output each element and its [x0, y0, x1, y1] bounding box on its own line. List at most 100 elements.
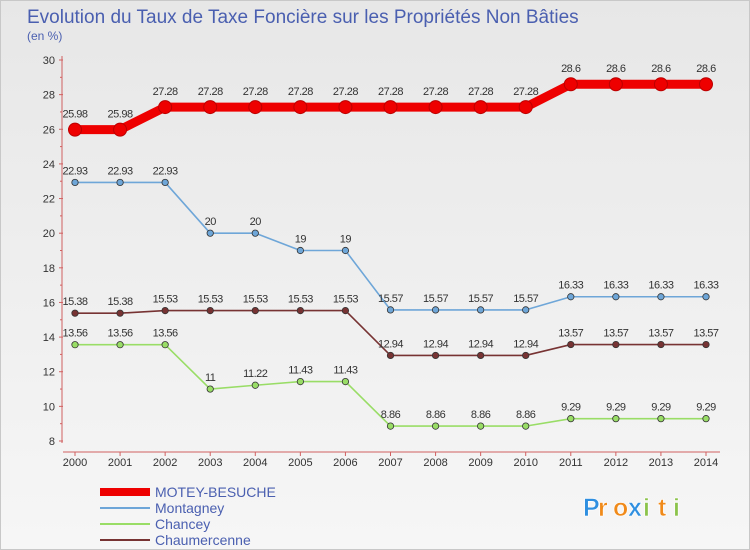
data-point	[608, 77, 623, 92]
data-point	[161, 341, 169, 349]
data-label: 22.93	[62, 165, 87, 177]
data-point	[653, 77, 668, 92]
data-point	[341, 306, 350, 315]
x-tick-label: 2001	[108, 457, 132, 469]
data-label: 13.57	[603, 328, 628, 340]
data-label: 22.93	[108, 165, 133, 177]
data-point	[386, 351, 395, 360]
y-tick-label: 26	[43, 124, 55, 136]
data-label: 16.33	[693, 280, 718, 292]
x-tick-label: 2004	[243, 457, 267, 469]
data-point	[657, 415, 665, 423]
data-label: 9.29	[651, 402, 671, 414]
data-label: 15.57	[423, 293, 448, 305]
data-point	[699, 77, 713, 92]
data-point	[296, 306, 304, 315]
y-tick-label: 10	[43, 401, 55, 413]
data-label: 27.28	[198, 86, 223, 98]
data-point	[386, 306, 395, 314]
data-point	[251, 381, 259, 389]
data-label: 15.53	[288, 294, 313, 306]
logo-letter: i	[673, 494, 680, 522]
legend: MOTEY-BESUCHEMontagneyChanceyChaumercenn…	[100, 484, 276, 548]
data-label: 28.6	[606, 63, 626, 75]
data-label: 27.28	[333, 86, 358, 98]
data-label: 16.33	[603, 280, 628, 292]
data-label: 16.33	[558, 280, 583, 292]
data-point	[203, 100, 218, 115]
y-tick-label: 16	[43, 297, 55, 309]
data-point	[206, 385, 214, 393]
data-label: 15.53	[243, 294, 268, 306]
data-point	[116, 178, 124, 187]
series-motey-besuche: 25.98 25.98 27.28 27.28 27.28 27.28 27.28 27.28…	[62, 63, 717, 137]
data-label: 20	[205, 216, 217, 228]
y-tick-label: 20	[43, 228, 55, 240]
data-label: 27.28	[288, 86, 313, 98]
data-label: 9.29	[561, 402, 581, 414]
data-label: 27.28	[513, 86, 538, 98]
data-label: 13.56	[62, 328, 87, 340]
data-label: 15.53	[333, 294, 358, 306]
data-label: 12.94	[468, 338, 493, 350]
y-tick-label: 18	[43, 263, 55, 275]
legend-label: Chancey	[155, 516, 210, 532]
data-point	[116, 341, 124, 349]
data-point	[567, 293, 575, 301]
data-label: 12.94	[513, 338, 538, 350]
data-point	[477, 306, 485, 314]
data-label: 8.86	[516, 409, 536, 421]
data-label: 13.56	[108, 328, 133, 340]
data-label: 28.6	[696, 63, 716, 75]
data-label: 15.57	[468, 293, 493, 305]
data-point	[161, 178, 169, 187]
logo-letter: o	[613, 494, 628, 522]
x-tick-label: 2008	[423, 457, 447, 469]
legend-item: MOTEY-BESUCHE	[100, 484, 276, 500]
x-tick-label: 2002	[153, 457, 177, 469]
y-tick-label: 8	[49, 436, 55, 448]
data-point	[251, 229, 259, 237]
data-point	[567, 415, 575, 423]
data-label: 11.43	[333, 365, 358, 377]
data-label: 27.28	[153, 86, 178, 98]
data-label: 8.86	[471, 409, 491, 421]
data-point	[71, 178, 79, 187]
logo-letter: r	[598, 494, 608, 522]
data-label: 16.33	[648, 280, 673, 292]
y-tick-label: 24	[43, 159, 55, 171]
data-point	[522, 351, 530, 360]
data-label: 20	[250, 216, 262, 228]
legend-label: Chaumercenne	[155, 532, 251, 548]
proxiti-logo: Pr o x i t i	[583, 494, 681, 523]
data-point	[386, 422, 395, 430]
x-tick-label: 2010	[513, 457, 537, 469]
legend-label: Montagney	[155, 500, 224, 516]
data-point	[563, 77, 578, 92]
data-label: 25.98	[62, 109, 87, 121]
x-tick-label: 2009	[468, 457, 492, 469]
y-tick-label: 12	[43, 367, 55, 379]
x-tick-label: 2006	[333, 457, 357, 469]
data-point	[383, 100, 398, 115]
data-point	[158, 100, 173, 115]
data-label: 22.93	[153, 165, 178, 177]
data-label: 15.38	[62, 296, 87, 308]
data-label: 8.86	[381, 409, 401, 421]
data-label: 9.29	[696, 402, 716, 414]
data-point	[431, 422, 440, 430]
data-point	[477, 422, 485, 430]
series-chancey: 13.56 13.56 13.56 11 11.22 11.43 11.43 8.86 8.86…	[62, 328, 717, 430]
data-point	[296, 246, 304, 255]
data-point	[68, 122, 82, 137]
data-point	[518, 100, 533, 115]
data-point	[702, 415, 710, 423]
data-label: 25.98	[108, 109, 133, 121]
data-label: 11.43	[288, 365, 313, 377]
logo-letter: x	[628, 494, 642, 522]
data-label: 15.57	[513, 293, 538, 305]
legend-item: Montagney	[100, 500, 224, 516]
data-point	[612, 415, 620, 423]
data-point	[522, 422, 530, 430]
